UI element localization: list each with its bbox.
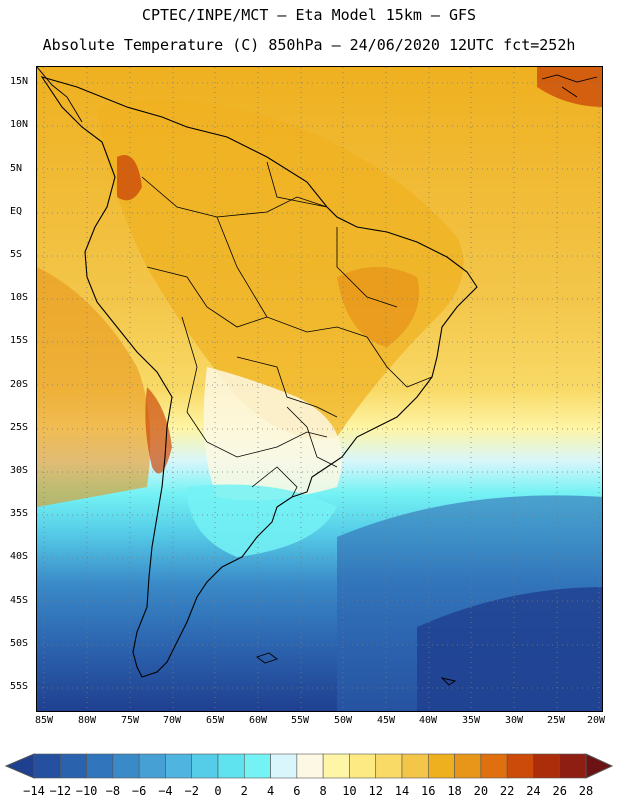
colorbar-tick-label: 16 [421,784,436,798]
lat-label: 55S [10,681,29,692]
lon-label: 20W [586,715,606,726]
lon-label: 75W [120,715,140,726]
lat-label: 15S [10,335,29,346]
lat-label: 40S [10,551,29,562]
warm-land-region [97,100,464,439]
colorbar-swatch [454,753,482,779]
colorbar-tick-label: −2 [184,784,199,798]
colorbar-tick-label: 28 [578,784,594,798]
lat-label: 20S [10,379,29,390]
colorbar-swatch [243,753,271,779]
colorbar-swatch [86,753,114,779]
colorbar-high-arrow [585,753,614,779]
colorbar-tick-label: 0 [214,784,222,798]
country-borders [141,161,433,498]
lat-label: EQ [10,206,23,217]
colorbar-tick-label: 24 [526,784,541,798]
lat-label: 35S [10,508,29,519]
lon-label: 50W [333,715,353,726]
lat-label: 45S [10,595,29,606]
colorbar-tick-label: 22 [499,784,515,798]
colorbar-swatch [427,753,455,779]
caribbean-coast [37,67,598,123]
colorbar-swatch [375,753,403,779]
falkland-islands [256,652,278,664]
colorbar-tick-label: −12 [49,784,72,798]
lat-label: 30S [10,465,29,476]
lon-label: 35W [461,715,481,726]
cool-tongue [203,367,342,501]
colorbar-tick-label: 18 [447,784,462,798]
hot-spot-atlantic [537,67,602,107]
colorbar-swatch [349,753,377,779]
lon-label: 85W [34,715,54,726]
hot-spot-colombia [117,155,142,201]
colorbar-tick-label: 10 [342,784,357,798]
colorbar-tick-label: −6 [131,784,147,798]
colorbar-swatch [191,753,219,779]
colorbar-tick-label: 4 [266,784,275,798]
colorbar-swatch [559,753,587,779]
lon-label: 30W [504,715,524,726]
lon-label: 40W [418,715,438,726]
lat-label: 5S [10,249,23,260]
temperature-map [36,66,603,712]
colorbar-swatch [296,753,324,779]
lon-label: 80W [77,715,97,726]
colorbar-swatch [506,753,534,779]
lat-label: 10S [10,292,29,303]
lon-label: 25W [546,715,566,726]
lat-label: 15N [10,76,29,87]
title-variable: Absolute Temperature (C) 850hPa — 24/06/… [42,36,576,54]
colorbar [4,753,614,779]
colorbar-swatch [401,753,429,779]
lon-label: 55W [290,715,310,726]
south-america-coastline [40,76,478,678]
colorbar-swatch [59,753,87,779]
lon-label: 45W [376,715,396,726]
colorbar-swatch [533,753,561,779]
lon-label: 60W [248,715,268,726]
colorbar-tick-label: −4 [158,784,173,798]
title-model: CPTEC/INPE/MCT — Eta Model 15km — GFS [141,6,477,24]
lon-label: 70W [162,715,182,726]
colorbar-tick-label: −14 [23,784,45,798]
colorbar-tick-label: −8 [105,784,121,798]
colorbar-tick-label: −10 [75,784,98,798]
lon-label: 65W [205,715,225,726]
coldest-airmass [417,587,602,711]
warm-pacific-tongue [37,267,151,507]
colorbar-tick-label: 20 [473,784,489,798]
cold-front-band [187,484,337,557]
colorbar-swatch [322,753,350,779]
lat-label: 25S [10,422,29,433]
south-georgia [440,677,457,686]
colorbar-tick-label: 6 [293,784,301,798]
colorbar-swatch [270,753,298,779]
colorbar-tick-label: 26 [552,784,567,798]
colorbar-swatch [165,753,193,779]
colorbar-tick-label: 8 [319,784,327,798]
colorbar-tick-label: 12 [368,784,383,798]
colorbar-tick-label: 2 [240,784,248,798]
lat-label: 50S [10,638,29,649]
lat-label: 10N [10,119,29,130]
colorbar-low-arrow [4,753,35,779]
colorbar-tick-label: 14 [394,784,410,798]
lat-label: 5N [10,163,23,174]
map-canvas [37,67,602,711]
colorbar-swatch [33,753,61,779]
colorbar-swatch [138,753,166,779]
colorbar-swatch [480,753,508,779]
colorbar-swatch [217,753,245,779]
colorbar-swatch [112,753,140,779]
